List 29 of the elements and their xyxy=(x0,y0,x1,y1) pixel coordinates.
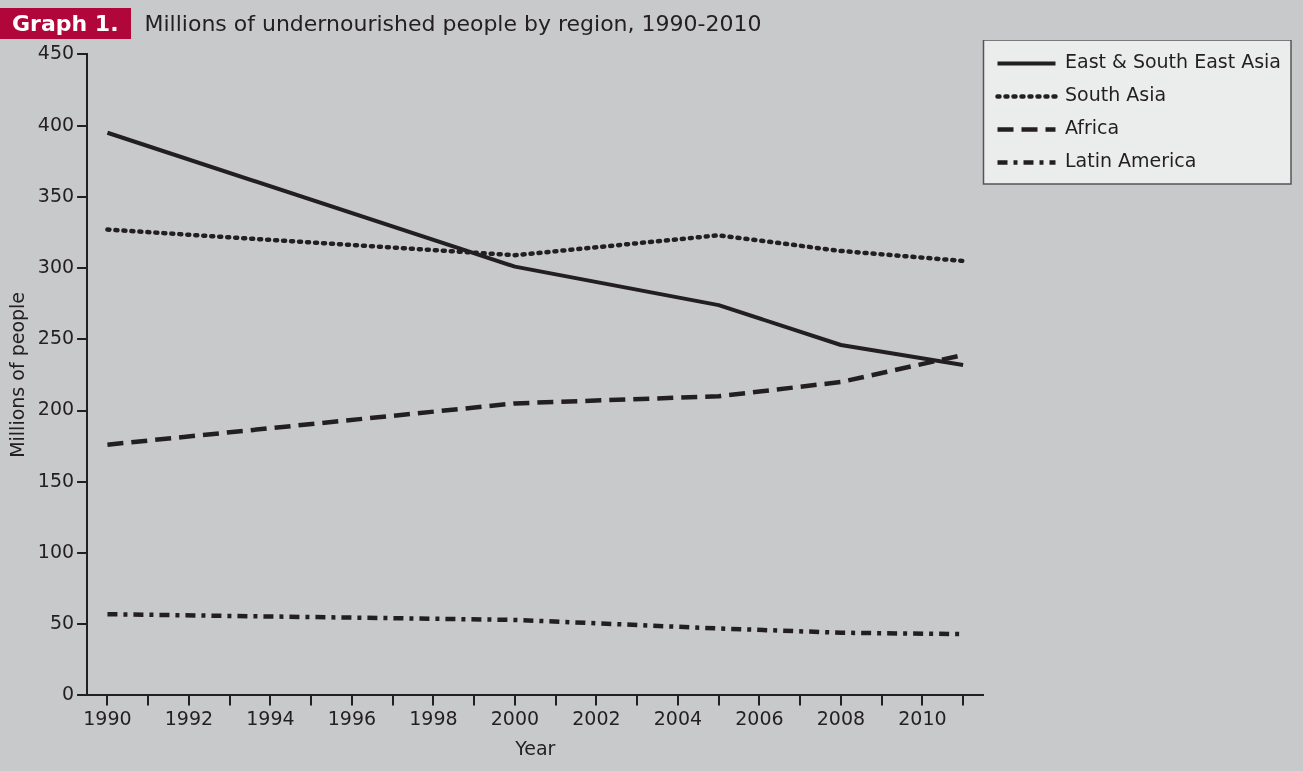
y-tick-label: 400 xyxy=(37,112,75,135)
x-tick-label: 2008 xyxy=(816,706,866,729)
y-tick-label: 350 xyxy=(37,183,75,206)
y-tick-label: 150 xyxy=(37,468,75,491)
y-tick-label: 300 xyxy=(37,255,75,277)
legend-label: East & South East Asia xyxy=(1065,50,1282,73)
y-tick-label: 50 xyxy=(49,611,75,634)
y-tick-label: 0 xyxy=(61,682,75,705)
legend-label: Latin America xyxy=(1065,149,1197,172)
y-axis-title: Millions of people xyxy=(6,291,29,458)
chart-title: Millions of undernourished people by region, 1990-2010 xyxy=(144,10,762,36)
legend-label: Africa xyxy=(1065,116,1120,139)
legend-label: South Asia xyxy=(1065,83,1167,106)
y-tick-label: 450 xyxy=(37,41,75,64)
x-tick-label: 2004 xyxy=(653,706,703,729)
x-tick-label: 1992 xyxy=(164,706,214,729)
x-tick-label: 1998 xyxy=(409,706,458,729)
y-tick-label: 250 xyxy=(37,326,75,349)
y-tick-label: 200 xyxy=(37,397,75,420)
x-axis-title: Year xyxy=(514,736,556,759)
x-tick-label: 1994 xyxy=(246,706,295,729)
x-tick-label: 2010 xyxy=(898,706,947,729)
x-tick-label: 1996 xyxy=(327,706,377,729)
caption: Graph 1. xyxy=(0,7,131,39)
x-tick-label: 2000 xyxy=(490,706,540,729)
x-tick-label: 1990 xyxy=(83,706,132,729)
x-tick-label: 2002 xyxy=(572,706,621,729)
x-tick-label: 2006 xyxy=(735,706,784,729)
y-tick-label: 100 xyxy=(37,539,75,562)
